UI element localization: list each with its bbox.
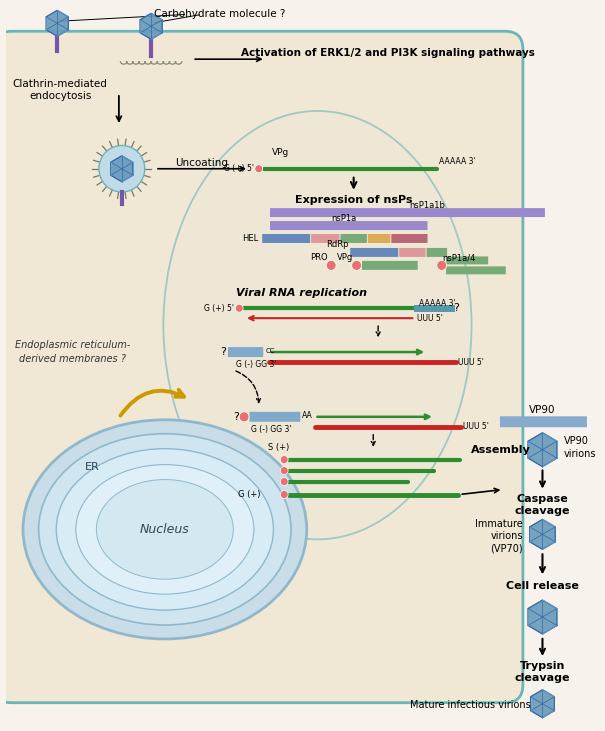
Text: Expression of nsPs: Expression of nsPs [295,194,413,205]
Text: G (+) 5': G (+) 5' [224,164,254,173]
Text: nsP1a1b: nsP1a1b [409,200,445,210]
Circle shape [255,164,263,173]
Text: VPg: VPg [338,254,354,262]
Text: Clathrin-mediated
endocytosis: Clathrin-mediated endocytosis [13,79,108,102]
Text: VPg: VPg [272,148,289,156]
Ellipse shape [76,465,254,594]
Text: RdRp: RdRp [326,240,348,249]
Text: UUU 5': UUU 5' [417,314,443,322]
FancyBboxPatch shape [391,234,428,243]
FancyBboxPatch shape [270,221,428,230]
Polygon shape [46,10,68,37]
Text: ?: ? [221,347,226,357]
Circle shape [352,260,362,270]
Ellipse shape [56,449,273,610]
FancyBboxPatch shape [350,248,398,257]
Text: Assembly: Assembly [471,444,531,455]
Text: nsP1a/4: nsP1a/4 [443,254,476,262]
FancyBboxPatch shape [341,234,367,243]
Polygon shape [111,156,133,182]
Ellipse shape [23,420,307,639]
FancyBboxPatch shape [399,248,425,257]
Text: S (+): S (+) [268,443,289,452]
Text: G (-) GG 3': G (-) GG 3' [251,425,292,433]
FancyBboxPatch shape [362,261,417,270]
Text: Nucleus: Nucleus [140,523,190,536]
Text: Activation of ERK1/2 and PI3K signaling pathways: Activation of ERK1/2 and PI3K signaling … [241,48,535,58]
Text: AAAAA 3': AAAAA 3' [419,299,456,308]
Polygon shape [528,600,557,634]
Ellipse shape [39,433,291,625]
Text: G (+): G (+) [238,490,261,499]
Text: ER: ER [85,461,100,471]
Text: nsP1a: nsP1a [332,213,356,222]
Text: Cell release: Cell release [506,581,579,591]
Circle shape [235,304,243,312]
Polygon shape [528,433,557,466]
Circle shape [280,491,288,499]
FancyBboxPatch shape [270,208,545,217]
Text: VP90: VP90 [529,405,556,414]
Text: UUU 5': UUU 5' [459,357,484,366]
Polygon shape [140,13,162,39]
Circle shape [437,260,446,270]
Text: PRO: PRO [310,254,327,262]
Text: Uncoating: Uncoating [175,158,229,168]
FancyBboxPatch shape [368,234,390,243]
Text: AA: AA [302,412,313,420]
Circle shape [280,477,288,485]
Circle shape [326,260,336,270]
FancyBboxPatch shape [311,234,339,243]
Circle shape [280,466,288,474]
Text: Mature infectious virions: Mature infectious virions [410,700,531,710]
FancyBboxPatch shape [446,266,506,274]
Circle shape [280,455,288,463]
Text: G (+) 5': G (+) 5' [204,303,234,313]
Text: Trypsin
cleavage: Trypsin cleavage [515,661,571,683]
Text: G (-) GG 3': G (-) GG 3' [237,360,276,369]
Ellipse shape [163,111,471,539]
Text: CC: CC [266,348,275,354]
Text: Viral RNA replication: Viral RNA replication [237,288,367,298]
FancyBboxPatch shape [446,257,488,265]
Circle shape [99,145,145,192]
Text: VP90
virions: VP90 virions [564,436,597,459]
Text: Immature
virions
(VP70): Immature virions (VP70) [475,519,523,554]
Polygon shape [530,520,555,549]
FancyBboxPatch shape [228,347,263,357]
FancyBboxPatch shape [262,234,310,243]
Text: ?: ? [454,303,459,313]
Text: HEL: HEL [243,234,259,243]
Text: ?: ? [234,412,239,422]
Text: Carbohydrate molecule ?: Carbohydrate molecule ? [154,10,286,19]
Polygon shape [531,690,554,718]
FancyBboxPatch shape [500,417,587,427]
Text: AAAAA 3': AAAAA 3' [439,157,476,166]
Circle shape [239,412,249,422]
Ellipse shape [96,480,234,579]
Text: UUU 5': UUU 5' [463,423,489,431]
FancyBboxPatch shape [427,248,447,257]
FancyBboxPatch shape [249,412,300,422]
FancyBboxPatch shape [0,31,523,702]
Text: Endoplasmic reticulum-
derived membranes ?: Endoplasmic reticulum- derived membranes… [15,341,131,363]
Text: Caspase
cleavage: Caspase cleavage [515,493,571,516]
